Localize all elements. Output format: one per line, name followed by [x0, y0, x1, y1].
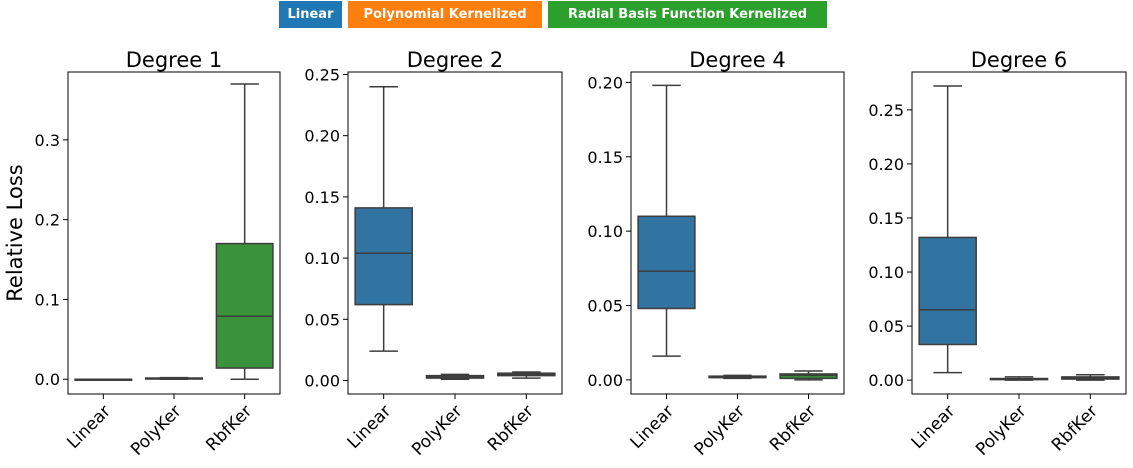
panel-1-xtick-label-rbfker: RbfKer: [202, 401, 256, 455]
panel-2-ytick-label: 0.05: [304, 310, 340, 329]
panel-2-title: Degree 2: [407, 48, 503, 72]
panel-1-ylabel: Relative Loss: [3, 164, 27, 301]
panel-3-ytick-label: 0.15: [587, 148, 623, 167]
panel-2-axes-frame: [347, 71, 563, 395]
panel-1-ytick-label: 0.3: [35, 131, 60, 150]
legend-item-linear: Linear: [279, 1, 342, 28]
panel-4-xtick-label-polyker: PolyKer: [972, 401, 1030, 459]
panel-3-ytick-label: 0.00: [587, 371, 623, 390]
panel-4-ytick-label: 0.00: [868, 371, 904, 390]
panel-1-box-rbfker: [215, 242, 274, 369]
panel-2-ytick-label: 0.00: [304, 372, 340, 391]
panel-3-axes-frame: [630, 71, 845, 395]
legend-item-rbf-kernelized: Radial Basis Function Kernelized: [548, 1, 827, 28]
panel-4-box-linear: [918, 236, 977, 346]
panel-4-axes-frame: [911, 71, 1127, 395]
panel-4-ytick-label: 0.10: [868, 263, 904, 282]
panel-3-ytick-label: 0.10: [587, 222, 623, 241]
panel-2-ytick-label: 0.15: [304, 188, 340, 207]
panel-3-ytick-label: 0.20: [587, 73, 623, 92]
panel-1-ytick-label: 0.0: [35, 370, 60, 389]
panel-1-title: Degree 1: [126, 48, 222, 72]
panel-3-box-linear: [637, 215, 696, 310]
legend-item-polynomial-kernelized: Polynomial Kernelized: [348, 1, 542, 28]
panel-3-title: Degree 4: [689, 48, 785, 72]
panel-1-axes-frame: [67, 71, 281, 395]
panel-2-box-linear: [354, 207, 413, 306]
panel-2-ytick-label: 0.20: [304, 127, 340, 146]
panel-1-xtick-label-polyker: PolyKer: [127, 401, 185, 459]
panel-1-xtick-label-linear: Linear: [63, 401, 115, 453]
panel-1-ytick-label: 0.2: [35, 211, 60, 230]
panel-3-xtick-label-polyker: PolyKer: [691, 401, 749, 459]
panel-4-ytick-label: 0.20: [868, 155, 904, 174]
legend: Linear Polynomial Kernelized Radial Basi…: [0, 0, 1133, 30]
panel-2-xtick-label-polyker: PolyKer: [408, 401, 466, 459]
panel-4-ytick-label: 0.25: [868, 101, 904, 120]
panel-4-ytick-label: 0.05: [868, 317, 904, 336]
panel-1-ytick-label: 0.1: [35, 290, 60, 309]
panel-3-xtick-label-linear: Linear: [627, 401, 679, 453]
panel-4-title: Degree 6: [971, 48, 1067, 72]
panel-3-ytick-label: 0.05: [587, 297, 623, 316]
panel-4-ytick-label: 0.15: [868, 209, 904, 228]
panel-2-xtick-label-linear: Linear: [344, 401, 396, 453]
panel-3-xtick-label-rbfker: RbfKer: [766, 401, 820, 455]
panel-2-xtick-label-rbfker: RbfKer: [484, 401, 538, 455]
panel-2-ytick-label: 0.10: [304, 249, 340, 268]
panel-2-ytick-label: 0.25: [304, 65, 340, 84]
panel-4-xtick-label-linear: Linear: [908, 401, 960, 453]
panel-4-xtick-label-rbfker: RbfKer: [1048, 401, 1102, 455]
